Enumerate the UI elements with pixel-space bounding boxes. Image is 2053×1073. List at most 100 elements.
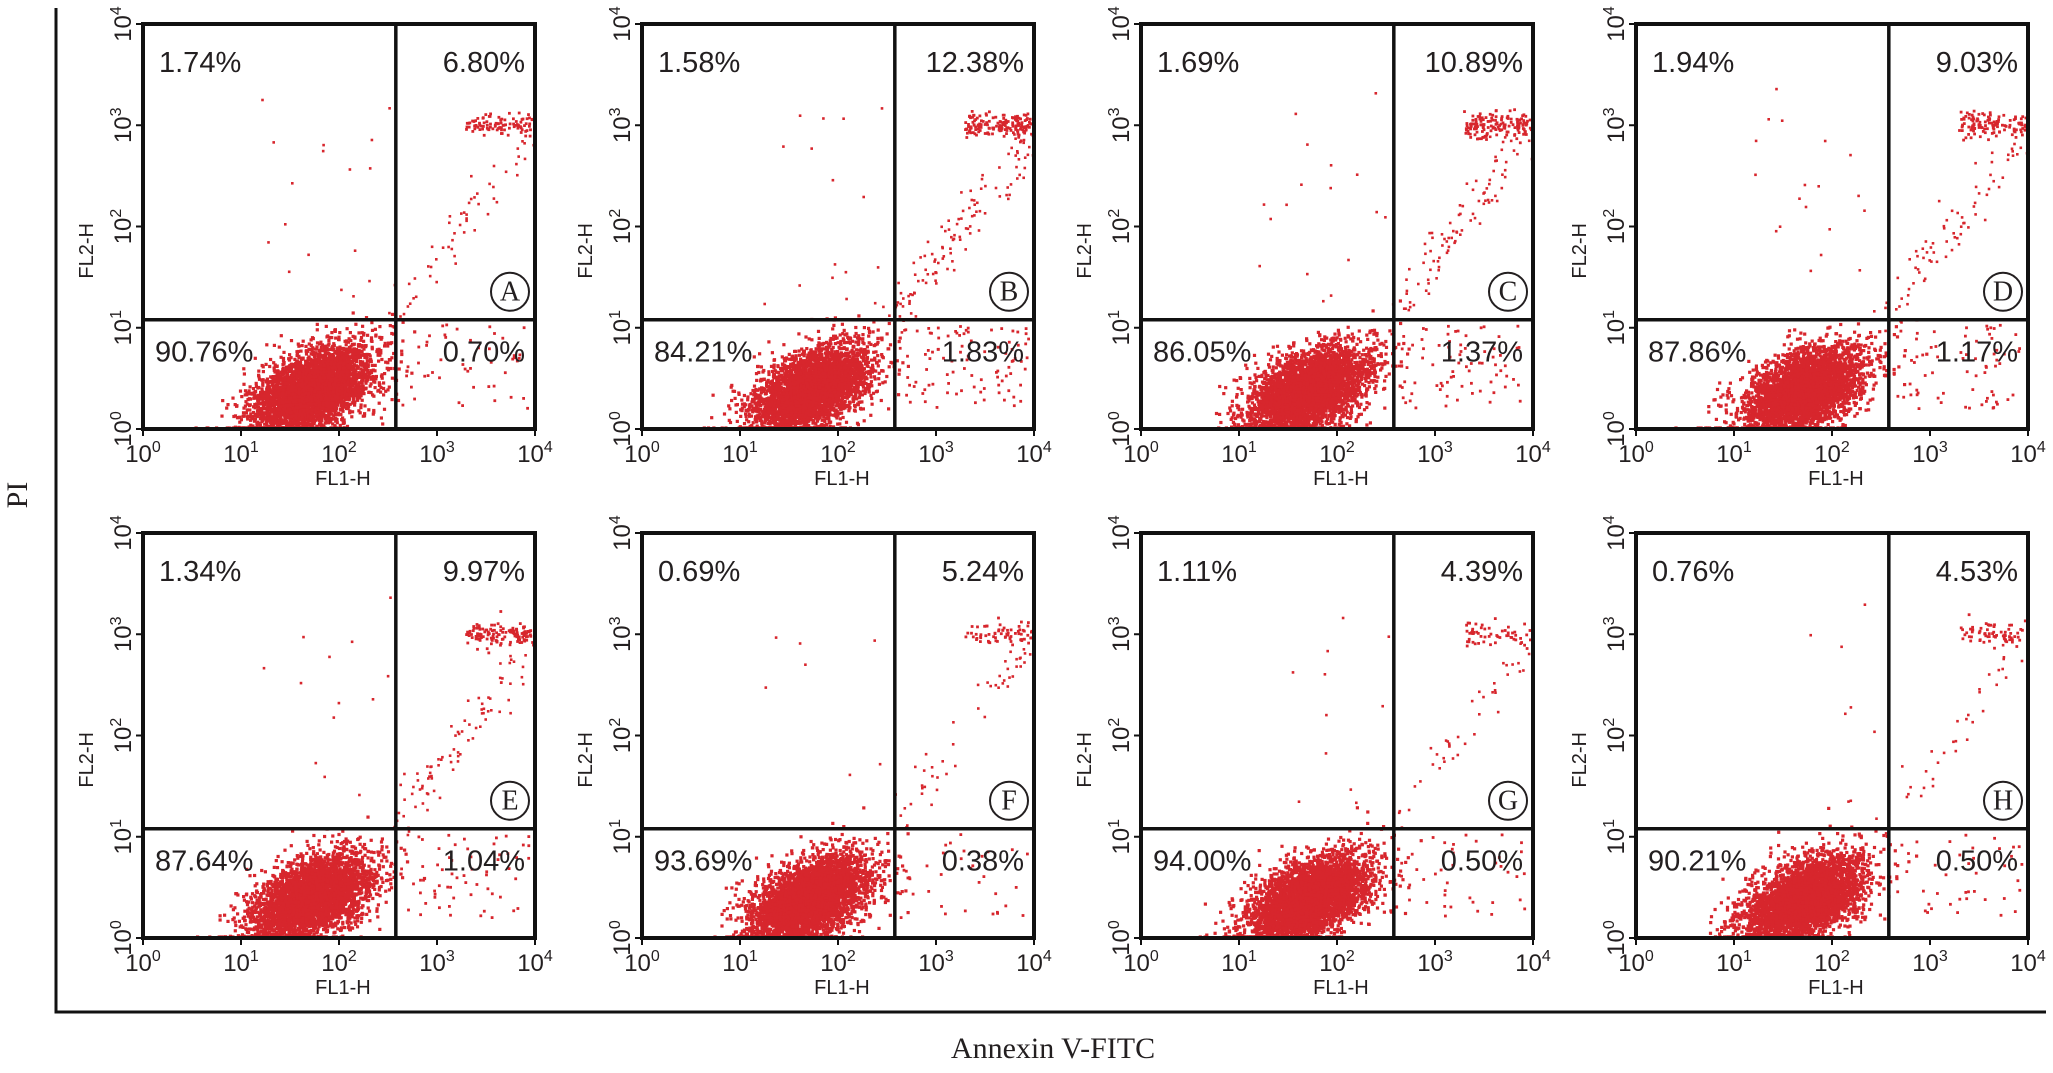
scatter-point bbox=[508, 122, 512, 126]
scatter-point bbox=[370, 345, 374, 349]
scatter-point bbox=[373, 369, 377, 373]
scatter-point bbox=[267, 399, 272, 403]
scatter-point bbox=[328, 394, 332, 398]
scatter-point bbox=[283, 384, 287, 389]
scatter-point bbox=[288, 353, 292, 357]
scatter-point bbox=[298, 379, 302, 383]
scatter-point bbox=[337, 367, 342, 371]
scatter-point bbox=[359, 338, 363, 342]
scatter-point bbox=[503, 371, 507, 375]
x-tick-label: 101 bbox=[223, 439, 259, 468]
scatter-point bbox=[313, 362, 317, 367]
scatter-point bbox=[488, 182, 491, 186]
scatter-point bbox=[298, 409, 302, 413]
scatter-point bbox=[305, 359, 309, 363]
scatter-point bbox=[363, 387, 367, 391]
scatter-point bbox=[302, 404, 306, 408]
scatter-point bbox=[309, 397, 313, 401]
scatter-point bbox=[370, 369, 374, 373]
scatter-point bbox=[453, 232, 456, 235]
scatter-point bbox=[243, 404, 247, 408]
scatter-point bbox=[252, 419, 257, 423]
scatter-point bbox=[315, 322, 319, 326]
scatter-point bbox=[467, 201, 471, 205]
scatter-point bbox=[365, 356, 369, 360]
scatter-point bbox=[359, 367, 363, 371]
scatter-point bbox=[372, 375, 376, 379]
scatter-point bbox=[251, 387, 256, 391]
scatter-point bbox=[261, 381, 265, 385]
scatter-point bbox=[266, 412, 270, 416]
scatter-point bbox=[367, 390, 371, 394]
scatter-point bbox=[318, 390, 322, 394]
scatter-point bbox=[358, 396, 362, 400]
scatter-point bbox=[382, 393, 386, 397]
scatter-point bbox=[318, 375, 322, 379]
scatter-point bbox=[383, 372, 387, 376]
scatter-point bbox=[326, 421, 330, 425]
scatter-point bbox=[238, 415, 242, 419]
scatter-point bbox=[298, 375, 302, 379]
scatter-point bbox=[260, 363, 264, 368]
scatter-point bbox=[274, 379, 278, 383]
scatter-point bbox=[295, 376, 299, 380]
scatter-point bbox=[248, 385, 252, 389]
scatter-point bbox=[249, 412, 253, 416]
scatter-point bbox=[493, 332, 496, 335]
scatter-point bbox=[285, 400, 289, 404]
scatter-point bbox=[336, 392, 340, 396]
scatter-point bbox=[275, 374, 279, 378]
scatter-point bbox=[306, 357, 310, 361]
scatter-point bbox=[876, 364, 880, 368]
scatter-point bbox=[354, 364, 358, 368]
scatter-point bbox=[379, 351, 383, 355]
scatter-point bbox=[382, 407, 387, 411]
scatter-point bbox=[248, 397, 253, 401]
scatter-point bbox=[313, 361, 317, 365]
scatter-point bbox=[281, 380, 285, 384]
scatter-point bbox=[311, 346, 315, 350]
scatter-point bbox=[354, 347, 358, 352]
scatter-point bbox=[265, 399, 269, 403]
scatter-point bbox=[371, 368, 375, 372]
scatter-point bbox=[401, 403, 405, 407]
scatter-point bbox=[491, 127, 495, 131]
scatter-point bbox=[388, 342, 392, 346]
scatter-point bbox=[455, 327, 459, 331]
scatter-point bbox=[310, 371, 314, 375]
scatter-point bbox=[262, 411, 266, 415]
scatter-point bbox=[281, 363, 285, 367]
scatter-point bbox=[344, 343, 348, 347]
scatter-point bbox=[320, 406, 325, 410]
scatter-point bbox=[376, 353, 380, 357]
y-tick-label: 100 bbox=[108, 411, 137, 447]
scatter-point bbox=[489, 125, 492, 129]
scatter-point bbox=[293, 357, 297, 361]
scatter-point bbox=[521, 140, 524, 143]
scatter-point bbox=[473, 229, 476, 232]
y-tick-label: 101 bbox=[108, 310, 137, 346]
scatter-point bbox=[339, 361, 343, 365]
scatter-point bbox=[265, 422, 269, 426]
scatter-point bbox=[360, 379, 364, 383]
scatter-point bbox=[330, 417, 334, 421]
scatter-point bbox=[346, 340, 351, 344]
scatter-point bbox=[319, 353, 323, 357]
scatter-point bbox=[466, 369, 470, 373]
scatter-point bbox=[389, 366, 393, 371]
scatter-point bbox=[313, 408, 317, 412]
scatter-point bbox=[870, 396, 874, 401]
scatter-point bbox=[316, 358, 320, 362]
scatter-point bbox=[368, 167, 372, 170]
scatter-point bbox=[348, 331, 352, 335]
scatter-point bbox=[493, 399, 497, 403]
scatter-point bbox=[267, 403, 272, 407]
scatter-point bbox=[372, 410, 376, 414]
scatter-point bbox=[482, 133, 486, 137]
scatter-point bbox=[504, 170, 508, 174]
scatter-point bbox=[261, 98, 264, 102]
scatter-point bbox=[274, 391, 278, 395]
scatter-point bbox=[380, 336, 384, 340]
scatter-point bbox=[350, 364, 354, 368]
scatter-point bbox=[291, 381, 296, 385]
